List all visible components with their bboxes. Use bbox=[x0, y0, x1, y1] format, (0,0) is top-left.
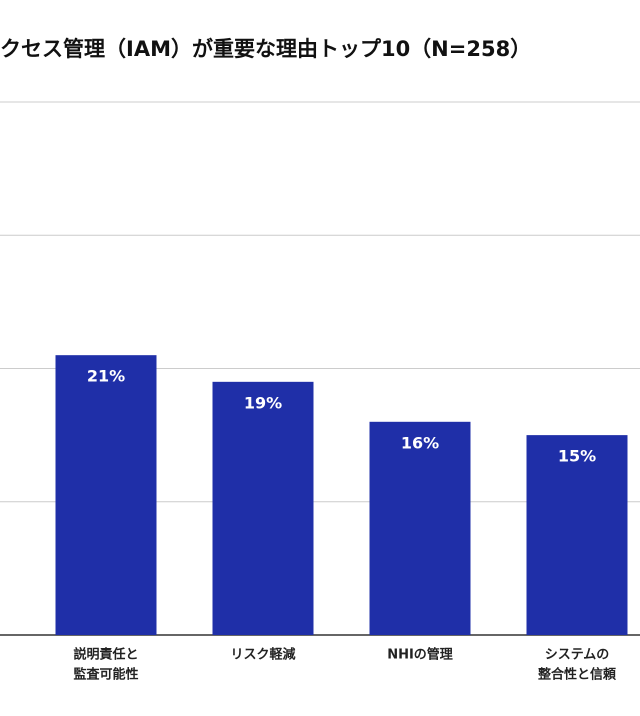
value-label: 19% bbox=[244, 393, 282, 412]
value-label: 15% bbox=[558, 447, 596, 466]
x-tick-label: リスク軽減 bbox=[230, 647, 295, 663]
x-tick-label: 説明責任と bbox=[73, 647, 138, 663]
bar bbox=[55, 355, 157, 635]
value-label: 16% bbox=[401, 433, 439, 452]
x-tick-label: 整合性と信頼 bbox=[537, 667, 617, 683]
bar bbox=[526, 435, 628, 635]
x-tick-label: 監査可能性 bbox=[73, 667, 138, 683]
bar bbox=[212, 381, 314, 635]
x-tick-label: NHIの管理 bbox=[387, 647, 453, 663]
bar bbox=[369, 421, 471, 635]
chart-title: クセス管理（IAM）が重要な理由トップ10（N=258） bbox=[0, 37, 531, 61]
x-tick-label: システムの bbox=[545, 648, 610, 663]
value-label: 21% bbox=[87, 367, 125, 386]
